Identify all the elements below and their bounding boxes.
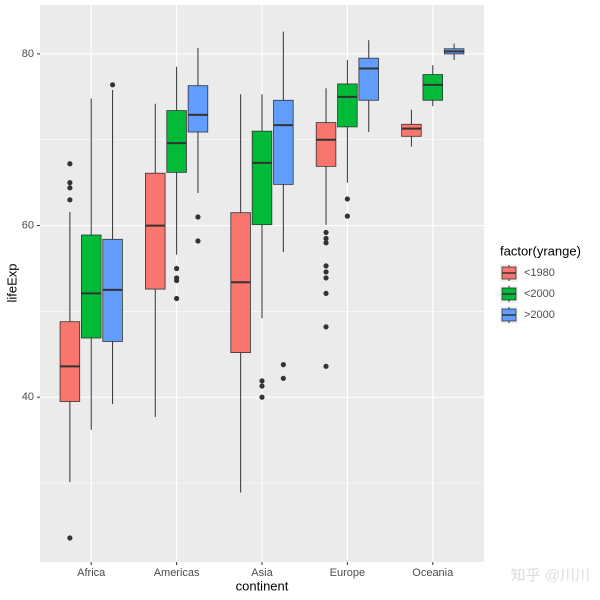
outlier	[174, 295, 180, 302]
legend-label: >2000	[524, 309, 555, 321]
outlier	[323, 235, 329, 242]
outlier	[323, 269, 329, 275]
y-tick-label: 80	[22, 48, 34, 60]
outlier	[259, 383, 265, 389]
x-tick-label: Europe	[330, 567, 365, 579]
outlier	[280, 375, 286, 381]
outlier	[67, 180, 73, 186]
x-tick-label: Oceania	[412, 567, 454, 579]
outlier	[280, 362, 286, 368]
outlier	[323, 290, 329, 296]
x-tick-label: Americas	[154, 567, 200, 579]
box	[145, 172, 166, 290]
legend-label: <2000	[524, 288, 555, 300]
y-tick-label: 40	[22, 391, 34, 403]
x-tick-label: Asia	[251, 567, 273, 579]
box	[59, 321, 81, 402]
x-tick-label: Africa	[77, 567, 106, 579]
outlier	[109, 82, 116, 88]
y-axis-title: lifeExp	[4, 263, 19, 302]
marks	[59, 31, 465, 541]
outlier	[323, 275, 329, 281]
box	[273, 99, 294, 185]
box	[315, 122, 337, 167]
box	[187, 85, 209, 133]
box	[251, 130, 273, 226]
box	[166, 110, 187, 173]
box	[358, 57, 379, 101]
outlier	[195, 214, 201, 220]
box	[337, 83, 358, 128]
outlier	[174, 265, 180, 272]
watermark: 知乎 @川川	[511, 567, 590, 584]
outlier	[195, 238, 201, 244]
box	[81, 234, 102, 339]
box	[422, 74, 443, 101]
outlier	[259, 378, 265, 384]
outlier	[323, 363, 329, 369]
outlier	[67, 185, 73, 191]
outlier	[174, 277, 180, 284]
legend-label: <1980	[524, 267, 555, 279]
outlier	[259, 394, 265, 400]
outlier	[323, 263, 329, 269]
y-tick-label: 60	[22, 219, 34, 231]
legend-title: factor(yrange)	[500, 243, 581, 258]
outlier	[67, 535, 73, 541]
outlier	[67, 197, 73, 203]
outlier	[323, 229, 329, 236]
outlier	[67, 161, 73, 167]
box	[401, 123, 422, 137]
outlier	[344, 213, 350, 219]
outlier	[323, 324, 329, 330]
x-axis-title: continent	[236, 578, 289, 593]
outlier	[323, 240, 329, 246]
outlier	[344, 196, 350, 202]
